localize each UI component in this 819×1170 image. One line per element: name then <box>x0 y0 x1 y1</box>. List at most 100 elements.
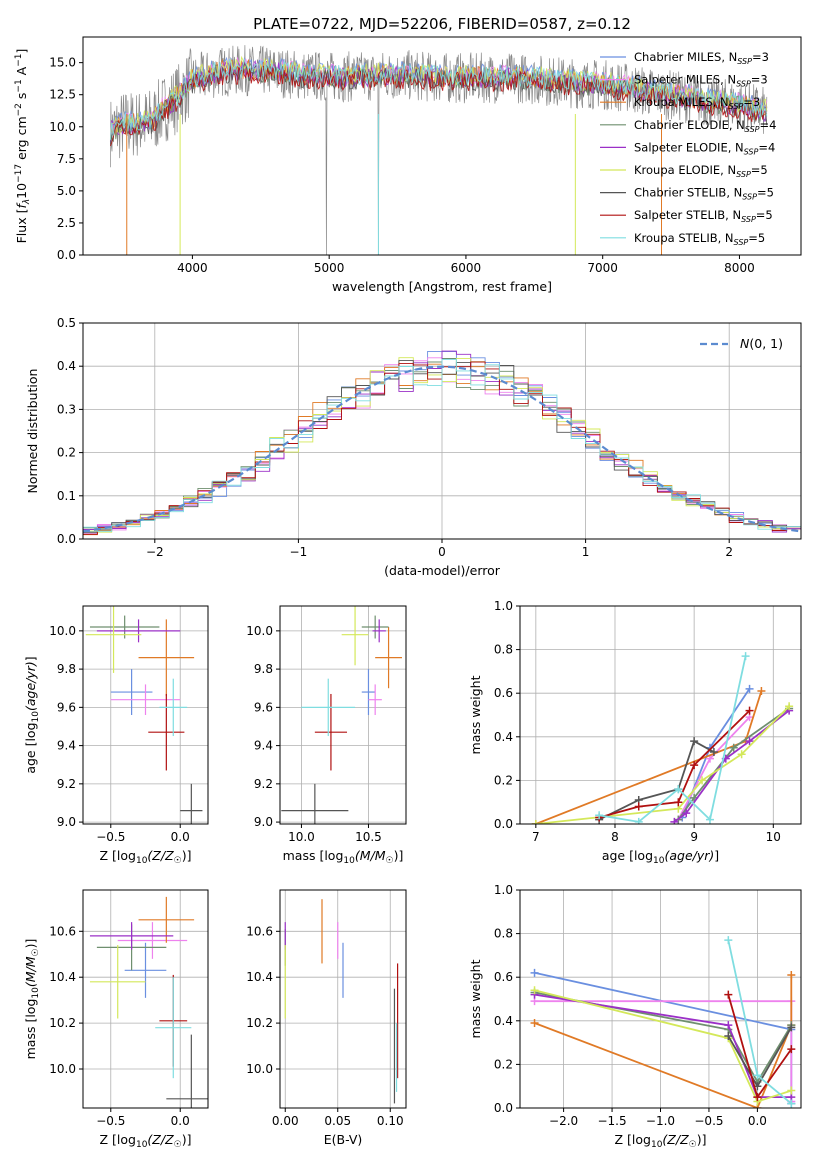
y-tick-label: 10.0 <box>49 1062 76 1076</box>
weight-marker <box>690 737 699 746</box>
axes-frame <box>82 605 209 825</box>
x-tick-label: 10 <box>766 830 781 844</box>
weight-line-chabrier-elodie <box>534 991 793 1084</box>
legend-entry: Chabrier ELODIE, NSSP=4 <box>634 118 776 134</box>
spectrum-panel: 4000 5000 6000 7000 8000 0.0 2.5 5.0 7.5 10.0 12.5… <box>14 36 802 294</box>
x-axis-label: Z [log10(Z/Z☉)] <box>615 1132 707 1150</box>
y-tick-label: 9.0 <box>57 815 76 829</box>
x-tick-label: 9 <box>690 830 698 844</box>
y-axis-label: Normed distribution <box>25 369 40 494</box>
y-tick-label: 1.0 <box>494 883 513 897</box>
y-tick-label: 1.0 <box>494 599 513 613</box>
x-tick-label: 0.0 <box>171 830 190 844</box>
x-tick-label: 7000 <box>587 261 618 275</box>
y-tick-label: 0.0 <box>57 248 76 262</box>
weight-marker <box>753 1093 762 1102</box>
weight-marker <box>634 817 643 824</box>
weight-marker <box>670 817 679 824</box>
x-tick-label: 5000 <box>314 261 345 275</box>
axes-frame <box>82 36 802 256</box>
x-tick-label: 0.00 <box>272 1114 299 1128</box>
x-tick-label: 0.0 <box>748 1114 767 1128</box>
y-axis-label: mass weight <box>468 959 483 1038</box>
weight-marker <box>674 798 683 807</box>
gaussian-reference-line <box>83 365 801 533</box>
model-spectrum-salpeter-stelib <box>109 65 768 147</box>
histogram-kroupa-stelib <box>83 358 801 532</box>
axes-frame <box>279 605 407 825</box>
y-tick-label: 0.1 <box>57 489 76 503</box>
x-tick-label: 1 <box>582 545 590 559</box>
x-axis-label: wavelength [Angstrom, rest frame] <box>332 279 552 294</box>
age-vs-Z-plot-area <box>85 606 203 824</box>
x-tick-label: 0.0 <box>171 1114 190 1128</box>
age-vs-mass-panel: 10.0 10.5 9.0 9.2 9.4 9.6 9.8 10.0 mass [log10(M… <box>246 605 407 866</box>
x-axis-label: age [log10(age/yr)] <box>602 848 719 866</box>
x-tick-label: 6000 <box>451 261 482 275</box>
axes-frame <box>279 889 407 1109</box>
plots-layer: 4000 5000 6000 7000 80000.02.55.07.510.012.5… <box>14 36 802 1150</box>
y-tick-label: 10.6 <box>246 924 273 938</box>
y-tick-label: 10.0 <box>246 1062 273 1076</box>
mass-vs-Z-plot-area <box>89 896 208 1108</box>
x-tick-label: −1 <box>290 545 308 559</box>
weight-marker <box>787 1023 796 1032</box>
x-tick-label: −2.0 <box>549 1114 578 1128</box>
x-tick-label: −1.0 <box>646 1114 675 1128</box>
y-tick-label: 0.4 <box>494 1014 513 1028</box>
y-tick-label: 2.5 <box>57 216 76 230</box>
weight-marker <box>787 971 796 980</box>
x-axis-label: Z [log10(Z/Z☉)] <box>100 1132 192 1150</box>
y-tick-label: 10.6 <box>49 924 76 938</box>
y-tick-label: 9.8 <box>57 662 76 676</box>
y-tick-label: 9.6 <box>254 700 273 714</box>
weight-marker <box>698 776 707 785</box>
y-tick-label: 0.4 <box>494 730 513 744</box>
weight-marker <box>753 1071 762 1080</box>
y-tick-label: 9.2 <box>57 777 76 791</box>
x-tick-label: 8 <box>611 830 619 844</box>
y-tick-label: 12.5 <box>49 88 76 102</box>
weight-marker <box>531 820 540 824</box>
x-tick-label: 8000 <box>724 261 755 275</box>
weight-vs-Z-plot-area <box>530 936 796 1108</box>
legend-entry: Salpeter STELIB, NSSP=5 <box>634 208 773 224</box>
y-axis-label: Flux [fλ10−17 erg cm−2 s−1 A−1] <box>14 49 32 244</box>
y-tick-label: 0.8 <box>494 927 513 941</box>
y-tick-label: 9.8 <box>254 662 273 676</box>
y-tick-label: 0.0 <box>57 532 76 546</box>
weight-vs-age-plot-area <box>531 652 794 824</box>
weight-marker <box>709 748 718 757</box>
y-tick-label: 9.2 <box>254 777 273 791</box>
y-tick-label: 10.0 <box>49 120 76 134</box>
weight-marker <box>724 1032 733 1041</box>
y-axis-label: mass weight <box>468 675 483 754</box>
age-vs-mass-plot-area <box>281 606 402 824</box>
weight-line-kroupa-elodie <box>534 989 792 1103</box>
weight-marker <box>530 1018 539 1027</box>
y-tick-label: 15.0 <box>49 56 76 70</box>
legend-entry: N(0, 1) <box>740 336 783 351</box>
weight-marker <box>745 706 754 715</box>
age-vs-Z-panel: −0.5 0.0 9.0 9.2 9.4 9.6 9.8 10.0 Z [log10(Z/Z☉)… <box>23 605 209 866</box>
figure-title: PLATE=0722, MJD=52206, FIBERID=0587, z=0… <box>253 15 631 33</box>
y-tick-label: 10.4 <box>49 970 76 984</box>
x-tick-label: 0 <box>438 545 446 559</box>
legend-entry: Salpeter ELODIE, NSSP=4 <box>634 140 775 156</box>
weight-marker <box>757 687 766 696</box>
weight-marker <box>787 1045 796 1054</box>
model-spectrum-chabrier-stelib <box>109 63 768 145</box>
x-tick-label: 4000 <box>177 261 208 275</box>
legend-entry: Kroupa ELODIE, NSSP=5 <box>634 163 768 179</box>
y-tick-label: 10.2 <box>246 1016 273 1030</box>
weight-marker <box>674 785 683 794</box>
y-tick-label: 9.4 <box>254 739 273 753</box>
x-tick-label: 10.5 <box>355 830 382 844</box>
weight-marker <box>785 702 794 711</box>
y-tick-label: 0.5 <box>57 316 76 330</box>
y-tick-label: 9.6 <box>57 700 76 714</box>
weight-vs-age-panel: 7 8 9 10 0.0 0.2 0.4 0.6 0.8 1.0 age [log10(age/yr… <box>468 599 802 866</box>
residuals-panel: −2 −1 0 1 2 0.0 0.1 0.2 0.3 0.4 0.5 N(0, 1) (data-mo… <box>25 316 802 578</box>
legend-entry: Salpeter MILES, NSSP=3 <box>634 73 768 89</box>
